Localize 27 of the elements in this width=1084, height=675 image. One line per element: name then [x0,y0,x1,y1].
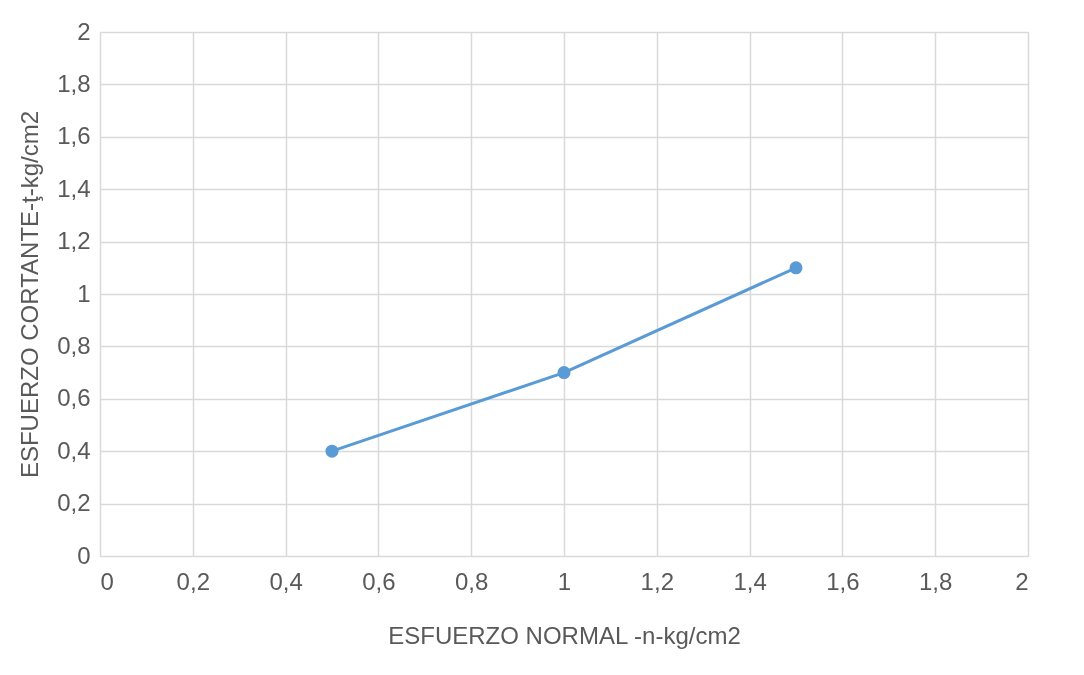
x-tick-label: 2 [1015,567,1029,595]
x-tick-label: 0,6 [362,567,396,595]
y-tick-label: 0 [77,541,91,569]
y-tick-label: 1 [77,279,91,307]
y-tick-label: 1,6 [57,122,91,150]
y-tick-label: 0,6 [57,384,91,412]
y-tick-label: 1,8 [57,69,91,97]
y-tick-label: 1,2 [57,227,91,255]
point [557,366,571,380]
x-tick-label: 0 [100,567,114,595]
y-tick-label: 0,4 [57,436,91,464]
y-tick-label: 0,8 [57,331,91,359]
y-axis-title: ESFUERZO CORTANTE-ţ-kg/cm2 [16,110,44,479]
x-tick-label: 1,2 [640,567,674,595]
x-tick-label: 1,4 [733,567,767,595]
x-tick-label: 1 [557,567,572,595]
x-tick-label: 1,6 [826,567,860,595]
y-tick-label: 1,4 [57,174,91,202]
x-axis-title: ESFUERZO NORMAL -n-kg/cm2 [388,621,741,649]
y-tick-label: 0,2 [57,489,91,517]
x-tick-label: 0,2 [176,567,210,595]
x-tick-label: 0,4 [269,567,303,595]
point [325,444,339,458]
y-tick-label: 2 [77,17,91,45]
point [789,261,803,275]
x-tick-label: 1,8 [919,567,953,595]
x-tick-label: 0,8 [455,567,489,595]
